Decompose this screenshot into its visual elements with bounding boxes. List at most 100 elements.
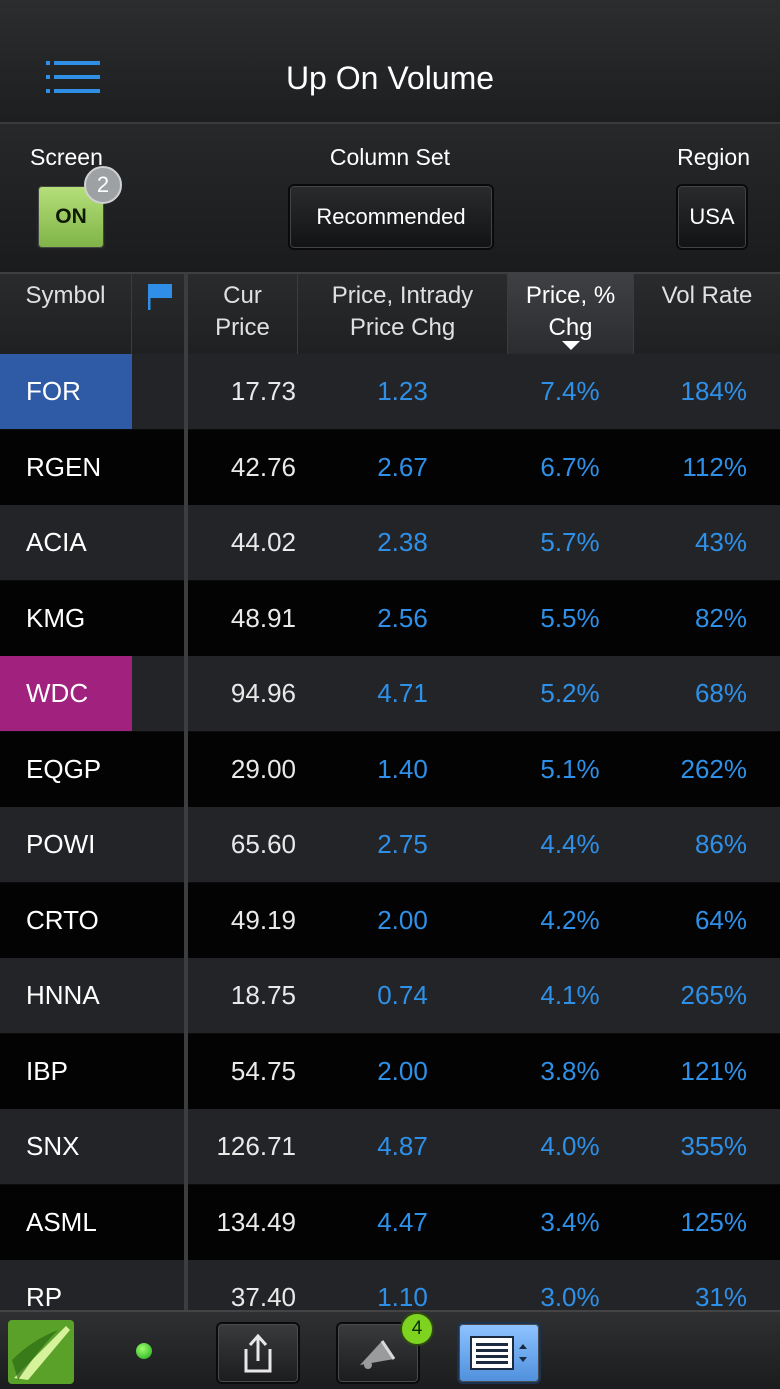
table-row[interactable]: EQGP 29.00 1.40 5.1% 262% bbox=[0, 731, 780, 807]
share-button[interactable] bbox=[216, 1322, 300, 1384]
row-vol-rate: 121% bbox=[680, 1055, 748, 1086]
table-row[interactable]: SNX 126.71 4.87 4.0% 355% bbox=[0, 1109, 780, 1184]
screen-toggle-button[interactable]: ON bbox=[36, 184, 106, 250]
screener-table: FOR 17.73 1.23 7.4% 184% RGEN 42.76 2.67 6.7% 112… bbox=[0, 354, 780, 1310]
alerts-count-badge: 4 bbox=[400, 1312, 434, 1346]
row-symbol: ASML bbox=[26, 1206, 97, 1237]
column-header-cur-price-label: Cur Price bbox=[215, 282, 270, 341]
row-vol-rate: 64% bbox=[694, 904, 747, 935]
row-flag-cell bbox=[132, 505, 186, 580]
row-pct-chg: 3.0% bbox=[540, 1282, 600, 1310]
table-row[interactable]: WDC 94.96 4.71 5.2% 68% bbox=[0, 656, 780, 731]
flag-icon bbox=[148, 284, 172, 310]
row-pct-chg: 3.8% bbox=[540, 1055, 600, 1086]
table-row[interactable]: RGEN 42.76 2.67 6.7% 112% bbox=[0, 429, 780, 505]
row-cur-price: 44.02 bbox=[230, 527, 296, 557]
menu-icon[interactable] bbox=[46, 60, 102, 94]
row-vol-rate: 31% bbox=[694, 1282, 747, 1310]
app-logo-icon[interactable] bbox=[8, 1320, 74, 1384]
row-vol-rate: 68% bbox=[694, 678, 747, 708]
row-pct-chg: 4.1% bbox=[540, 980, 600, 1010]
column-header-vol-rate[interactable]: Vol Rate bbox=[661, 282, 753, 309]
column-set-button[interactable]: Recommended bbox=[288, 184, 494, 250]
column-divider bbox=[184, 272, 188, 1312]
row-intraday-chg: 2.00 bbox=[377, 904, 428, 935]
row-flag-cell bbox=[132, 958, 186, 1033]
row-vol-rate: 125% bbox=[680, 1206, 748, 1237]
row-intraday-chg: 1.10 bbox=[377, 1282, 428, 1310]
table-row[interactable]: RP 37.40 1.10 3.0% 31% bbox=[0, 1260, 780, 1310]
row-pct-chg: 7.4% bbox=[540, 376, 600, 406]
column-header-intraday-chg-label: Price, Intrady Price Chg bbox=[331, 282, 474, 341]
screen-count-badge: 2 bbox=[84, 166, 122, 204]
row-pct-chg: 4.4% bbox=[540, 829, 600, 859]
row-symbol: KMG bbox=[26, 602, 86, 633]
row-vol-rate: 112% bbox=[682, 451, 747, 482]
row-cur-price: 18.75 bbox=[230, 980, 296, 1010]
row-cur-price: 49.19 bbox=[230, 904, 296, 935]
table-row[interactable]: ASML 134.49 4.47 3.4% 125% bbox=[0, 1184, 780, 1260]
column-header-pct-chg[interactable]: Price, % Chg bbox=[508, 274, 634, 354]
row-flag-cell bbox=[132, 581, 186, 656]
row-flag-cell bbox=[132, 430, 186, 505]
row-cur-price: 29.00 bbox=[230, 753, 296, 784]
row-symbol: CRTO bbox=[26, 904, 99, 935]
column-header-intraday-chg[interactable]: Price, Intrady Price Chg bbox=[298, 274, 508, 354]
row-symbol: RP bbox=[26, 1282, 63, 1310]
row-pct-chg: 5.1% bbox=[540, 753, 600, 784]
row-pct-chg: 5.5% bbox=[540, 602, 600, 633]
row-symbol: IBP bbox=[26, 1055, 68, 1086]
column-header-flag[interactable] bbox=[132, 274, 186, 354]
row-flag-cell bbox=[132, 807, 186, 882]
row-intraday-chg: 2.56 bbox=[377, 602, 428, 633]
row-intraday-chg: 1.23 bbox=[377, 376, 428, 406]
row-flag-cell bbox=[132, 883, 186, 958]
row-symbol: WDC bbox=[0, 656, 132, 731]
row-pct-chg: 5.2% bbox=[540, 678, 600, 708]
column-set-label: Column Set bbox=[329, 144, 451, 170]
list-view-button[interactable] bbox=[457, 1322, 541, 1384]
column-header-pct-chg-label: Price, % Chg bbox=[525, 282, 616, 341]
table-row[interactable]: IBP 54.75 2.00 3.8% 121% bbox=[0, 1033, 780, 1109]
row-intraday-chg: 2.38 bbox=[377, 527, 428, 557]
row-cur-price: 94.96 bbox=[230, 678, 296, 708]
bottom-toolbar bbox=[0, 1310, 780, 1389]
row-vol-rate: 262% bbox=[680, 753, 748, 784]
row-vol-rate: 43% bbox=[694, 527, 747, 557]
row-cur-price: 42.76 bbox=[230, 451, 296, 482]
table-row[interactable]: POWI 65.60 2.75 4.4% 86% bbox=[0, 807, 780, 882]
row-intraday-chg: 2.67 bbox=[377, 451, 428, 482]
row-intraday-chg: 1.40 bbox=[377, 753, 428, 784]
row-flag-cell bbox=[132, 1185, 186, 1260]
row-vol-rate: 265% bbox=[680, 980, 748, 1010]
column-header-symbol[interactable]: Symbol bbox=[0, 274, 132, 354]
region-label: Region bbox=[677, 144, 750, 170]
row-cur-price: 65.60 bbox=[230, 829, 296, 859]
row-symbol: HNNA bbox=[26, 980, 100, 1010]
row-vol-rate: 82% bbox=[694, 602, 747, 633]
row-vol-rate: 86% bbox=[694, 829, 747, 859]
table-row[interactable]: HNNA 18.75 0.74 4.1% 265% bbox=[0, 958, 780, 1033]
region-button[interactable]: USA bbox=[676, 184, 748, 250]
column-header-cur-price[interactable]: Cur Price bbox=[188, 274, 298, 354]
row-symbol: SNX bbox=[26, 1131, 80, 1161]
row-pct-chg: 4.2% bbox=[540, 904, 600, 935]
row-cur-price: 37.40 bbox=[230, 1282, 296, 1310]
row-vol-rate: 355% bbox=[680, 1131, 748, 1161]
alerts-button[interactable] bbox=[336, 1322, 420, 1384]
row-pct-chg: 3.4% bbox=[540, 1206, 600, 1237]
row-flag-cell bbox=[132, 354, 186, 429]
table-row[interactable]: CRTO 49.19 2.00 4.2% 64% bbox=[0, 882, 780, 958]
page-title: Up On Volume bbox=[285, 60, 495, 96]
table-row[interactable]: KMG 48.91 2.56 5.5% 82% bbox=[0, 580, 780, 656]
row-symbol: RGEN bbox=[26, 451, 102, 482]
row-cur-price: 126.71 bbox=[216, 1131, 296, 1161]
row-flag-cell bbox=[132, 656, 186, 731]
row-cur-price: 134.49 bbox=[216, 1206, 296, 1237]
table-row[interactable]: FOR 17.73 1.23 7.4% 184% bbox=[0, 354, 780, 429]
row-pct-chg: 6.7% bbox=[540, 451, 600, 482]
row-intraday-chg: 2.00 bbox=[377, 1055, 428, 1086]
screen-label: Screen bbox=[30, 144, 103, 170]
app-header: Up On Volume bbox=[0, 0, 780, 124]
table-row[interactable]: ACIA 44.02 2.38 5.7% 43% bbox=[0, 505, 780, 580]
